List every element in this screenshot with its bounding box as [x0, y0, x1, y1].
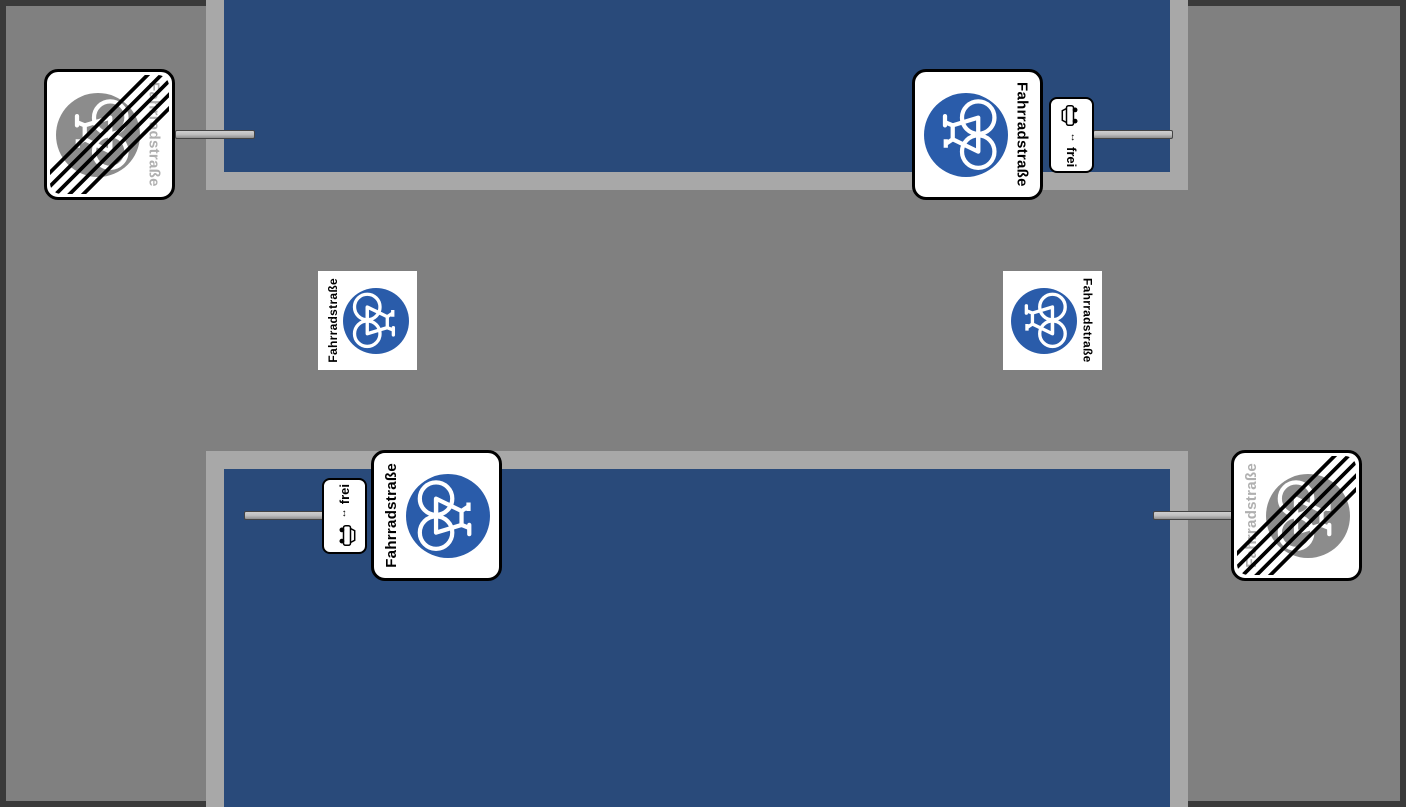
bicycle-icon	[406, 474, 490, 558]
bicycle-icon	[1011, 288, 1077, 354]
bicycle-icon	[924, 93, 1008, 177]
sub-sign-label: frei	[337, 484, 352, 504]
sign-label: Fahrradstraße	[1014, 82, 1031, 187]
sign-label: Fahrradstraße	[1080, 278, 1094, 363]
car-icon	[332, 522, 357, 550]
frei-supplementary-sign: ↔frei	[1049, 97, 1094, 173]
fahrradstrasse-end-sign: Fahrradstraße	[44, 69, 175, 200]
fahrradstrasse-sign: Fahrradstraße	[371, 450, 502, 581]
sign-label: Fahrradstraße	[383, 463, 400, 568]
fahrradstrasse-sign: Fahrradstraße	[912, 69, 1043, 200]
sign-pole	[1093, 130, 1173, 139]
diagram-stage: Fahrradstraße ↔frei Fahrradstraße ↔frei F…	[0, 0, 1406, 807]
road-marking-fahrradstrasse: Fahrradstraße	[318, 271, 417, 370]
car-icon	[1059, 101, 1084, 129]
road-marking-fahrradstrasse: Fahrradstraße	[1003, 271, 1102, 370]
sign-pole	[175, 130, 255, 139]
fahrradstrasse-end-sign: Fahrradstraße	[1231, 450, 1362, 581]
sign-pole	[244, 511, 324, 520]
sign-label: Fahrradstraße	[326, 278, 340, 363]
sub-sign-label: frei	[1064, 147, 1079, 167]
bicycle-icon	[343, 288, 409, 354]
frei-supplementary-sign: ↔frei	[322, 478, 367, 554]
sign-pole	[1153, 511, 1233, 520]
